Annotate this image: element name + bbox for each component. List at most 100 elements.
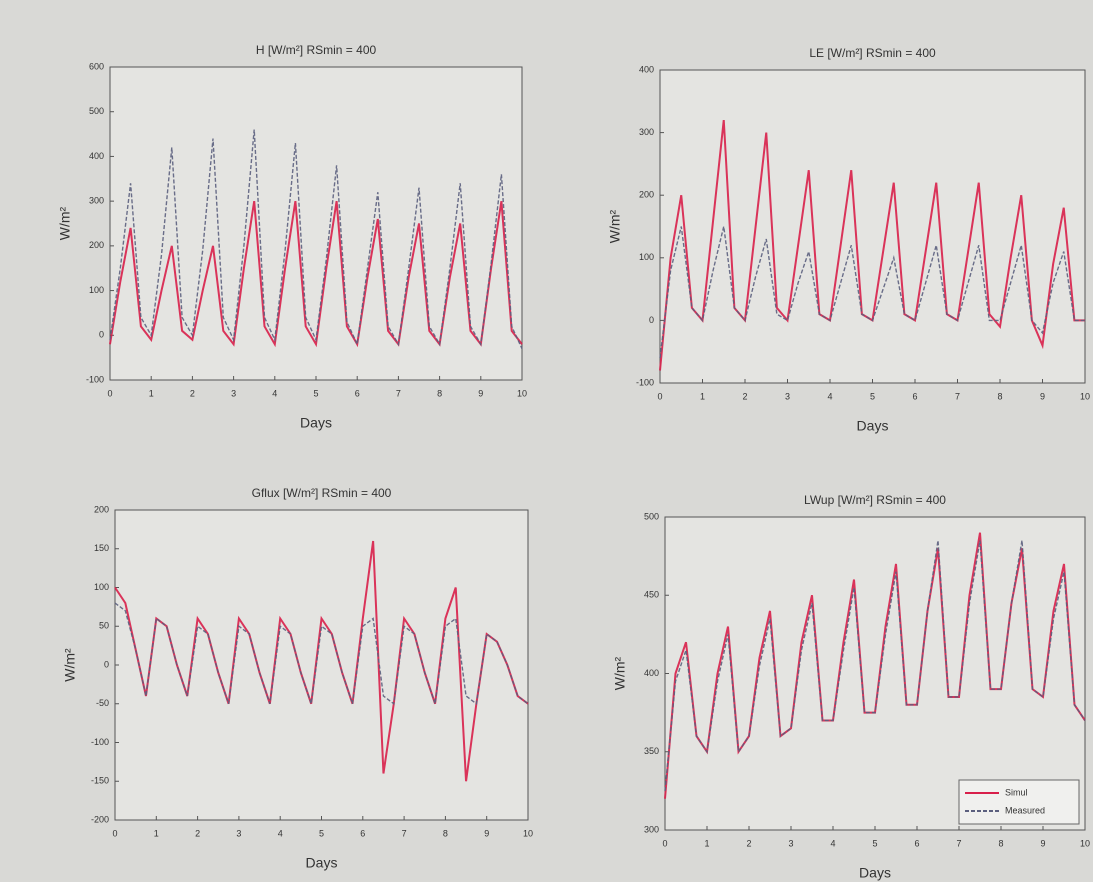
x-tick-label: 3 (236, 828, 241, 838)
x-tick-label: 1 (700, 391, 705, 401)
data-line (664, 540, 1086, 791)
legend-label: Simul (1005, 787, 1028, 797)
x-tick-label: 0 (662, 838, 667, 848)
x-tick-label: 2 (195, 828, 200, 838)
chart-title: LE [W/m²] RSmin = 400 (809, 46, 936, 60)
x-tick-label: 1 (154, 828, 159, 838)
x-tick-label: 4 (278, 828, 283, 838)
x-tick-label: 9 (1040, 391, 1045, 401)
x-tick-label: 1 (704, 838, 709, 848)
x-tick-label: 5 (870, 391, 875, 401)
x-tick-label: 6 (912, 391, 917, 401)
y-tick-label: 100 (89, 285, 104, 295)
chart-title: H [W/m²] RSmin = 400 (256, 43, 377, 57)
y-tick-label: 300 (89, 196, 104, 206)
x-tick-label: 2 (746, 838, 751, 848)
x-tick-label: 5 (319, 828, 324, 838)
y-tick-label: 450 (644, 590, 659, 600)
y-axis-label: W/m² (57, 206, 73, 240)
y-tick-label: 400 (89, 151, 104, 161)
y-tick-label: -50 (96, 698, 109, 708)
x-tick-label: 5 (872, 838, 877, 848)
chart-panel: LWup [W/m²] RSmin = 400 Days W/m² 0 1 2 3 4 5 6 7 8… (612, 493, 1090, 881)
x-axis-label: Days (300, 415, 332, 431)
x-tick-label: 8 (998, 838, 1003, 848)
y-axis-label: W/m² (612, 656, 628, 690)
x-tick-label: 8 (997, 391, 1002, 401)
x-tick-label: 10 (1080, 838, 1090, 848)
x-tick-label: 4 (272, 388, 277, 398)
y-tick-label: 150 (94, 543, 109, 553)
x-tick-label: 10 (523, 828, 533, 838)
x-tick-label: 7 (396, 388, 401, 398)
x-tick-label: 8 (437, 388, 442, 398)
data-line (109, 200, 523, 348)
y-tick-label: 200 (639, 190, 654, 200)
y-tick-label: -100 (636, 377, 654, 387)
x-tick-label: 3 (785, 391, 790, 401)
chart-title: Gflux [W/m²] RSmin = 400 (252, 486, 392, 500)
x-tick-label: 0 (112, 828, 117, 838)
x-axis-label: Days (306, 855, 338, 871)
legend-label: Measured (1005, 805, 1045, 815)
x-tick-label: 2 (742, 391, 747, 401)
x-tick-label: 10 (1080, 391, 1090, 401)
x-axis-label: Days (857, 418, 889, 434)
x-tick-label: 0 (657, 391, 662, 401)
x-tick-label: 6 (355, 388, 360, 398)
y-tick-label: -100 (86, 374, 104, 384)
y-tick-label: 350 (644, 746, 659, 756)
x-tick-label: 9 (1040, 838, 1045, 848)
y-tick-label: 400 (644, 668, 659, 678)
x-tick-label: 7 (956, 838, 961, 848)
chart-title: LWup [W/m²] RSmin = 400 (804, 493, 946, 507)
x-tick-label: 7 (402, 828, 407, 838)
x-tick-label: 2 (190, 388, 195, 398)
chart-panel: H [W/m²] RSmin = 400 Days W/m² 0 1 2 3 4 5 6 7 8 9 10… (57, 43, 527, 431)
plot-area (664, 516, 1086, 831)
x-tick-label: 4 (830, 838, 835, 848)
y-tick-label: 200 (94, 504, 109, 514)
y-tick-label: 500 (644, 511, 659, 521)
data-line (109, 129, 523, 349)
y-tick-label: 0 (104, 659, 109, 669)
y-tick-label: 300 (644, 824, 659, 834)
x-tick-label: 6 (360, 828, 365, 838)
plot-area (659, 69, 1086, 384)
x-tick-label: 3 (788, 838, 793, 848)
y-tick-label: 50 (99, 621, 109, 631)
y-tick-label: 300 (639, 127, 654, 137)
x-tick-label: 4 (827, 391, 832, 401)
x-axis-label: Days (859, 865, 891, 881)
x-tick-label: 9 (478, 388, 483, 398)
plot-area (109, 66, 523, 381)
x-tick-label: 9 (484, 828, 489, 838)
y-tick-label: 200 (89, 240, 104, 250)
y-tick-label: 100 (639, 252, 654, 262)
y-tick-label: -100 (91, 737, 109, 747)
y-axis-label: W/m² (62, 648, 78, 682)
data-line (114, 602, 529, 706)
chart-panel: Gflux [W/m²] RSmin = 400 Days W/m² 0 1 2 3 4 5 6 7… (62, 486, 533, 871)
x-tick-label: 8 (443, 828, 448, 838)
x-tick-label: 1 (149, 388, 154, 398)
y-tick-label: 0 (99, 330, 104, 340)
chart-panel: LE [W/m²] RSmin = 400 Days W/m² 0 1 2 3 4 5 6 7 8 9 1… (607, 46, 1090, 434)
y-tick-label: -150 (91, 776, 109, 786)
x-tick-label: 0 (107, 388, 112, 398)
x-tick-label: 7 (955, 391, 960, 401)
x-tick-label: 10 (517, 388, 527, 398)
legend-box (958, 779, 1080, 825)
data-line (659, 226, 1085, 359)
x-tick-label: 3 (231, 388, 236, 398)
y-tick-label: 0 (649, 315, 654, 325)
y-tick-label: 100 (94, 582, 109, 592)
y-tick-label: 400 (639, 64, 654, 74)
x-tick-label: 6 (914, 838, 919, 848)
y-axis-label: W/m² (607, 209, 623, 243)
y-tick-label: 500 (89, 106, 104, 116)
x-tick-label: 5 (313, 388, 318, 398)
y-tick-label: -200 (91, 814, 109, 824)
